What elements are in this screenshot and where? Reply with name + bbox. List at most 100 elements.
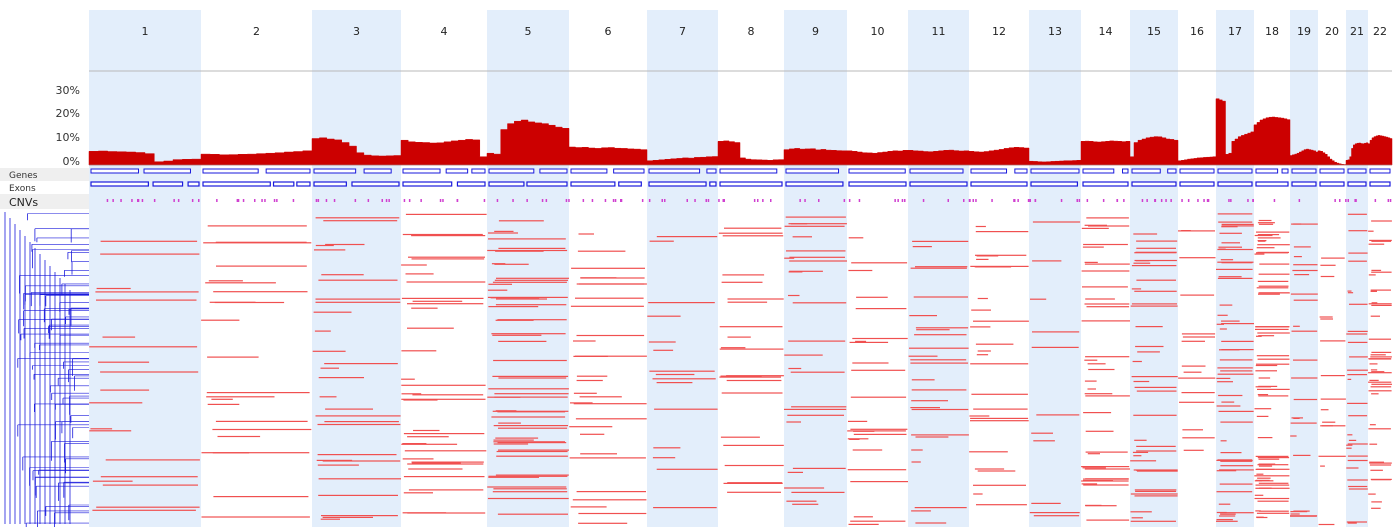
cnv-segment-chr6[interactable] (573, 403, 647, 405)
cnv-segment-chr15[interactable] (1134, 439, 1147, 441)
cnv-segment-chr5[interactable] (488, 476, 539, 478)
cnv-segment-chr18[interactable] (1257, 240, 1267, 242)
cnv-segment-chr7[interactable] (653, 447, 681, 449)
cnv-segment-chr6[interactable] (573, 392, 597, 394)
cnv-segment-chr6[interactable] (573, 340, 596, 342)
cnv-segment-chr15[interactable] (1136, 247, 1176, 249)
cnv-segment-chr6[interactable] (580, 453, 617, 455)
cnv-segment-chr19[interactable] (1290, 511, 1308, 513)
cnv-segment-chr21[interactable] (1347, 330, 1368, 332)
exon-block[interactable] (1291, 181, 1317, 187)
cnv-segment-chr5[interactable] (498, 247, 566, 249)
cnv-segment-chr8[interactable] (724, 464, 784, 467)
cnv-segment-chr18[interactable] (1257, 358, 1290, 360)
cnv-segment-chr22[interactable] (1369, 379, 1379, 381)
cnv-segment-chr11[interactable] (908, 355, 938, 357)
exon-block[interactable] (648, 181, 707, 187)
cnv-segment-chr16[interactable] (1181, 365, 1206, 367)
cnv-segment-chr17[interactable] (1221, 323, 1254, 325)
cnv-segment-chr1[interactable] (100, 476, 198, 478)
cnv-segment-chr17[interactable] (1220, 513, 1236, 515)
cnv-segment-chr3[interactable] (322, 516, 373, 518)
cnv-segment-chr13[interactable] (1029, 512, 1080, 514)
cnv-segment-chr4[interactable] (407, 303, 484, 305)
cnv-segment-chr14[interactable] (1088, 368, 1115, 371)
gene-block[interactable] (706, 168, 717, 174)
cnv-segment-chr15[interactable] (1131, 288, 1142, 290)
cnv-segment-chr1[interactable] (89, 402, 143, 404)
cnv-segment-chr4[interactable] (407, 512, 486, 514)
cnv-segment-chr15[interactable] (1131, 303, 1177, 305)
cnv-segment-chr4[interactable] (402, 233, 483, 236)
cnv-segment-chr3[interactable] (318, 377, 364, 379)
cnv-segment-chr18[interactable] (1257, 464, 1289, 466)
cnv-segment-chr4[interactable] (401, 264, 427, 266)
cnv-segment-chr3[interactable] (318, 494, 398, 496)
cnv-segment-chr14[interactable] (1083, 480, 1113, 482)
cnv-segment-chr3[interactable] (323, 220, 398, 222)
cnv-segment-chr4[interactable] (411, 461, 484, 463)
cnv-segment-chr5[interactable] (491, 416, 566, 418)
cnv-segment-chr12[interactable] (976, 504, 1027, 506)
cnv-segment-chr10[interactable] (856, 296, 888, 298)
cnv-segment-chr3[interactable] (314, 249, 346, 251)
cnv-segment-chr10[interactable] (853, 516, 873, 518)
cnv-segment-chr17[interactable] (1216, 519, 1233, 521)
exon-block[interactable] (719, 181, 783, 187)
cnv-segment-chr17[interactable] (1219, 359, 1253, 361)
cnv-segment-chr18[interactable] (1254, 408, 1272, 410)
cnv-segment-chr10[interactable] (849, 438, 860, 440)
gene-block[interactable] (539, 168, 568, 174)
cnv-segment-chr21[interactable] (1349, 356, 1368, 358)
cnv-segment-chr19[interactable] (1291, 377, 1318, 379)
cnv-segment-chr4[interactable] (402, 458, 434, 460)
cnv-segment-chr11[interactable] (911, 408, 969, 411)
cnv-segment-chr3[interactable] (325, 243, 365, 246)
cnv-segment-chr8[interactable] (720, 436, 760, 438)
cnv-segment-chr12[interactable] (975, 254, 1027, 256)
cnv-segment-chr18[interactable] (1255, 328, 1289, 330)
cnv-segment-chr4[interactable] (403, 492, 433, 494)
cnv-segment-chr6[interactable] (576, 379, 603, 382)
cnv-segment-chr21[interactable] (1346, 333, 1368, 335)
cnv-segment-chr17[interactable] (1219, 515, 1236, 517)
cnv-segment-chr15[interactable] (1130, 305, 1178, 307)
cnv-segment-chr12[interactable] (977, 297, 988, 300)
cnv-segment-chr5[interactable] (494, 396, 568, 398)
cnv-segment-chr9[interactable] (789, 270, 823, 272)
cnv-segment-chr9[interactable] (792, 503, 819, 505)
cnv-segment-chr22[interactable] (1369, 239, 1392, 241)
cnv-segment-chr17[interactable] (1221, 262, 1253, 264)
gene-block[interactable] (613, 168, 645, 174)
cnv-segment-chr17[interactable] (1218, 276, 1242, 278)
cnv-segment-chr15[interactable] (1136, 279, 1176, 281)
chromosome-label-16[interactable]: 16 (1190, 25, 1204, 38)
cnv-segment-chr6[interactable] (576, 334, 645, 337)
cnv-segment-chr14[interactable] (1085, 356, 1130, 358)
exon-block[interactable] (1179, 181, 1215, 187)
cnv-segment-chr15[interactable] (1137, 351, 1160, 353)
cnv-segment-chr3[interactable] (319, 396, 337, 398)
cnv-segment-chr5[interactable] (495, 437, 539, 439)
cnv-segment-chr5[interactable] (498, 340, 547, 342)
cnv-segment-chr22[interactable] (1369, 443, 1378, 445)
cnv-segment-chr11[interactable] (911, 400, 948, 402)
gene-block[interactable] (202, 168, 259, 174)
chromosome-label-21[interactable]: 21 (1350, 25, 1364, 38)
cnv-segment-chr15[interactable] (1131, 376, 1178, 378)
cnv-segment-chr21[interactable] (1348, 488, 1368, 490)
cnv-segment-chr1[interactable] (89, 430, 132, 432)
cnv-segment-chr21[interactable] (1346, 467, 1359, 469)
exon-block[interactable] (488, 181, 525, 187)
gene-block[interactable] (90, 168, 139, 174)
cnv-segment-chr15[interactable] (1134, 252, 1177, 254)
cnv-segment-chr1[interactable] (92, 480, 133, 482)
cnv-segment-chr18[interactable] (1258, 273, 1290, 275)
cnv-segment-chr22[interactable] (1369, 363, 1378, 365)
cnv-segment-chr16[interactable] (1178, 377, 1216, 379)
cnv-segment-chr18[interactable] (1258, 377, 1271, 379)
cnv-segment-chr4[interactable] (402, 443, 427, 445)
cnv-segment-chr4[interactable] (407, 436, 449, 438)
cnv-segment-chr14[interactable] (1084, 359, 1098, 361)
cnv-segment-chr7[interactable] (653, 507, 717, 509)
